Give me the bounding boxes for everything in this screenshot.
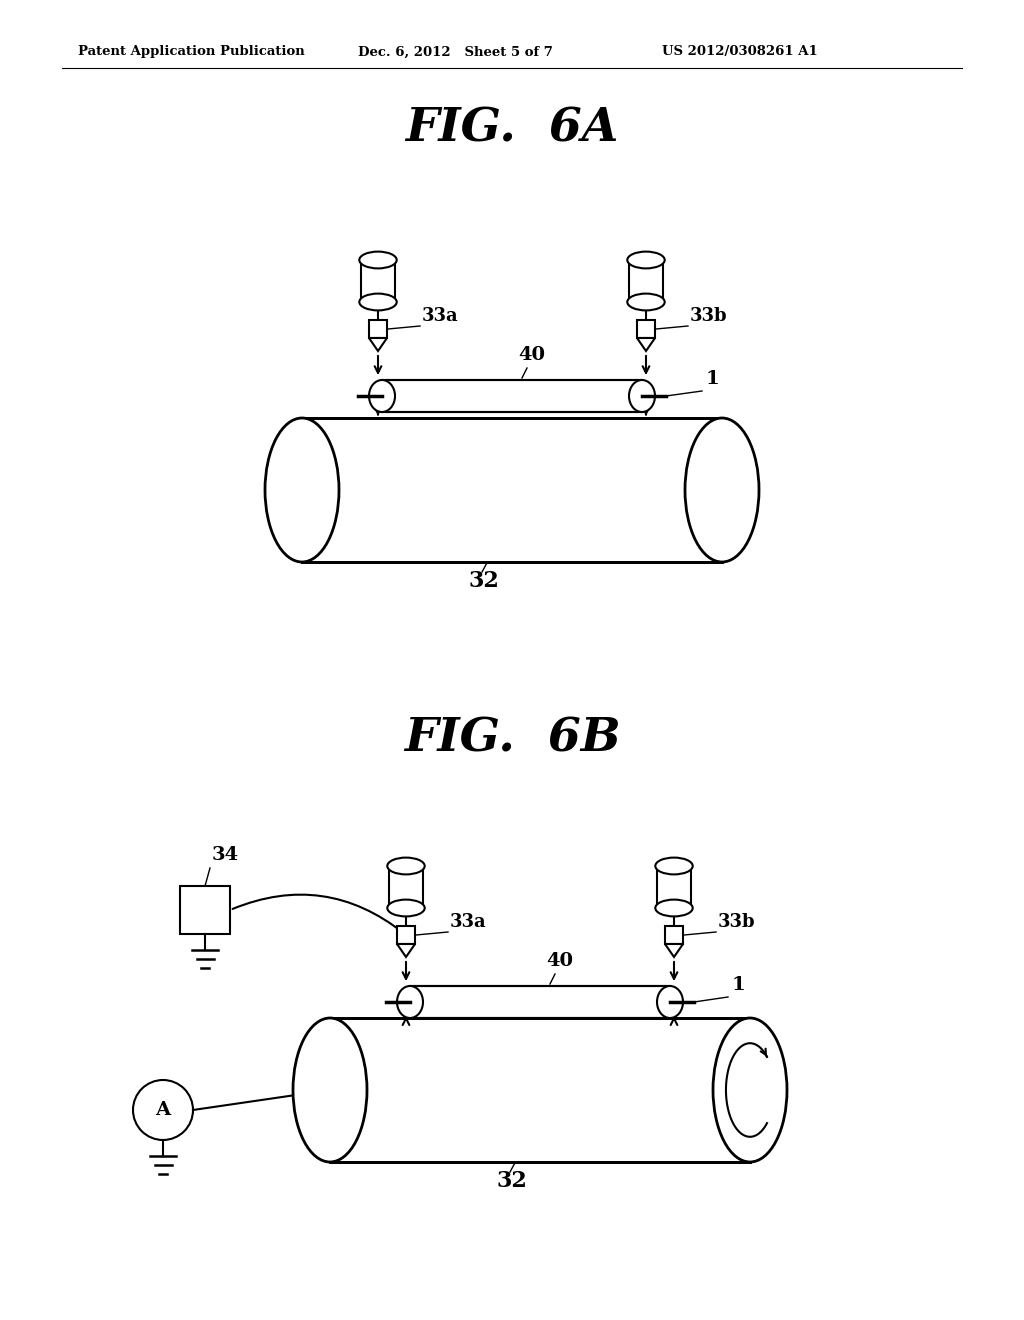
Bar	[180, 886, 230, 935]
Text: 33a: 33a	[422, 308, 459, 325]
Text: Dec. 6, 2012   Sheet 5 of 7: Dec. 6, 2012 Sheet 5 of 7	[358, 45, 553, 58]
Ellipse shape	[657, 986, 683, 1018]
Polygon shape	[369, 338, 387, 351]
Bar	[382, 380, 642, 412]
Text: US 2012/0308261 A1: US 2012/0308261 A1	[662, 45, 818, 58]
Text: 40: 40	[547, 952, 573, 970]
Polygon shape	[665, 944, 683, 957]
Ellipse shape	[655, 858, 692, 874]
Text: Patent Application Publication: Patent Application Publication	[78, 45, 305, 58]
Text: A: A	[156, 1101, 171, 1119]
Text: 40: 40	[518, 346, 546, 364]
Bar	[302, 418, 722, 562]
Text: 32: 32	[469, 570, 500, 591]
Bar	[369, 319, 387, 338]
Ellipse shape	[359, 252, 396, 268]
Bar	[389, 866, 423, 908]
Text: 33b: 33b	[690, 308, 728, 325]
Polygon shape	[637, 338, 655, 351]
Bar	[330, 1018, 750, 1162]
Bar	[665, 927, 683, 944]
Bar	[637, 319, 655, 338]
Ellipse shape	[293, 1018, 367, 1162]
Ellipse shape	[685, 418, 759, 562]
Text: 33a: 33a	[450, 913, 486, 931]
Text: 32: 32	[497, 1170, 527, 1192]
Bar	[410, 986, 670, 1018]
Text: 1: 1	[732, 975, 745, 994]
Bar	[361, 260, 395, 302]
Ellipse shape	[628, 252, 665, 268]
Ellipse shape	[387, 900, 425, 916]
Ellipse shape	[265, 418, 339, 562]
Text: FIG.  6A: FIG. 6A	[406, 106, 618, 150]
Ellipse shape	[629, 380, 655, 412]
Ellipse shape	[387, 858, 425, 874]
Ellipse shape	[397, 986, 423, 1018]
Polygon shape	[397, 944, 415, 957]
Ellipse shape	[713, 1018, 787, 1162]
Text: FIG.  6B: FIG. 6B	[403, 715, 621, 762]
Ellipse shape	[369, 380, 395, 412]
Ellipse shape	[359, 293, 396, 310]
Bar	[657, 866, 691, 908]
Bar	[397, 927, 415, 944]
Text: 1: 1	[706, 370, 720, 388]
Text: 34: 34	[212, 846, 240, 865]
Ellipse shape	[628, 293, 665, 310]
Text: 33b: 33b	[718, 913, 756, 931]
Bar	[629, 260, 663, 302]
Ellipse shape	[655, 900, 692, 916]
